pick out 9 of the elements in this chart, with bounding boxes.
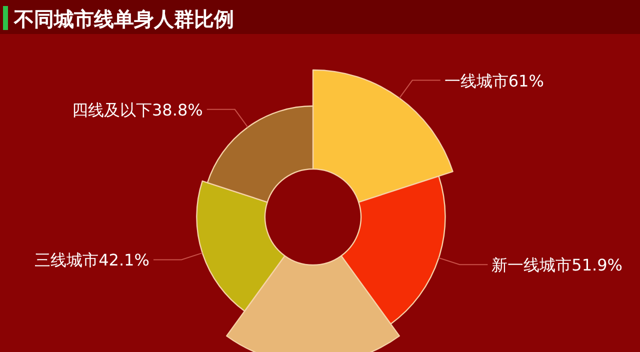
data-label: 61% xyxy=(508,71,544,90)
text: 不同城市线单身人群比例 xyxy=(13,7,234,31)
data-label: 51.9% xyxy=(572,256,623,275)
category-label: 一线城市 xyxy=(444,71,508,90)
category-label: 四线及以下 xyxy=(72,100,152,120)
category-label: 新一线城市 xyxy=(492,256,572,275)
category-label: 三线城市 xyxy=(34,250,99,270)
data-label: 38.8% xyxy=(152,100,203,120)
data-label: 42.1% xyxy=(98,250,150,270)
